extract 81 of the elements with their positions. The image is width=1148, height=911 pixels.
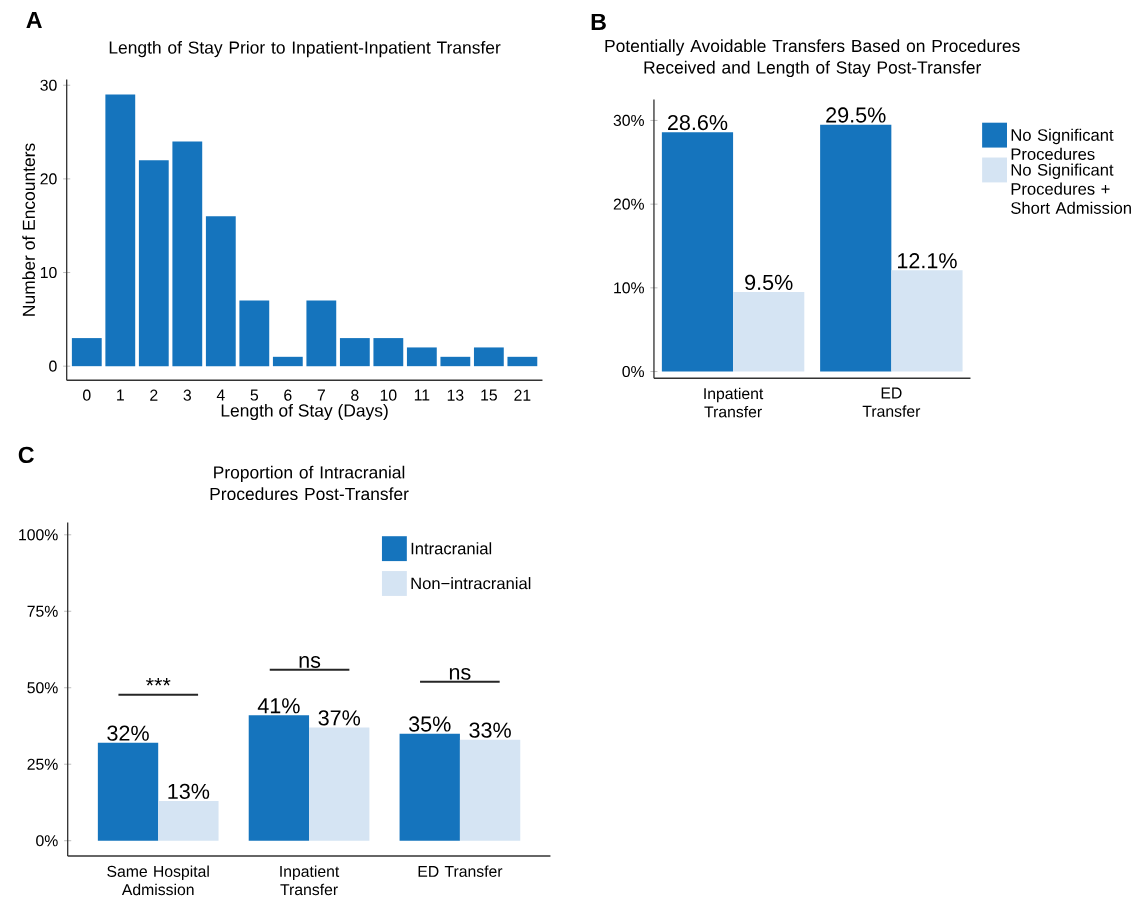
x-tick-label: 5	[250, 389, 259, 401]
data-label: 13%	[168, 783, 210, 800]
bar	[507, 356, 538, 367]
bar	[248, 715, 310, 841]
x-tick-label: ED Transfer	[862, 387, 921, 417]
y-tick-label: 30	[40, 79, 57, 91]
bar	[440, 356, 471, 367]
bar	[891, 270, 963, 372]
y-tick-label: 0	[49, 360, 57, 372]
x-tick-label: 2	[150, 389, 158, 401]
bar	[473, 347, 504, 367]
bar	[272, 356, 303, 367]
bar	[339, 338, 370, 367]
x-tick-label: 7	[317, 389, 325, 401]
x-tick-label: 21	[514, 389, 531, 401]
bar	[309, 727, 370, 841]
bar	[239, 300, 270, 367]
x-tick-label: ED Transfer	[418, 865, 503, 878]
chart-title: Potentially Avoidable Transfers Based on Procedures Received and Length of Stay Post-Transfer	[605, 39, 1020, 78]
y-tick-label: 30%	[613, 115, 644, 127]
x-tick-label: Inpatient Transfer	[280, 865, 340, 896]
y-tick-label: 20	[40, 173, 57, 185]
bar	[406, 347, 437, 367]
x-tick-label: 6	[284, 389, 292, 401]
data-label: 9.5%	[745, 274, 793, 291]
bar	[306, 300, 337, 367]
x-tick-label: Inpatient Transfer	[704, 387, 764, 418]
x-tick-label: 15	[481, 389, 497, 401]
legend-label: Non−intracranial	[411, 577, 531, 590]
y-tick-label: 10	[40, 267, 57, 279]
annotation: ns	[449, 668, 471, 680]
x-tick-label: 8	[351, 389, 359, 401]
chart-title: Proportion of Intracranial Procedures Post-Transfer	[210, 465, 409, 501]
x-tick-label: 10	[380, 389, 397, 401]
x-tick-label: 4	[216, 389, 225, 401]
data-label: 32%	[107, 725, 149, 741]
bar	[399, 733, 460, 841]
data-label: 29.5%	[826, 107, 886, 123]
y-tick-label: 25%	[27, 758, 58, 770]
y-tick-label: 75%	[27, 605, 58, 617]
bar	[158, 801, 219, 841]
annotation: ***	[146, 678, 171, 686]
y-tick-label: 100%	[19, 529, 58, 541]
bar	[172, 141, 203, 367]
x-tick-label: 3	[183, 389, 191, 401]
data-label: 28.6%	[667, 115, 728, 131]
data-label: 12.1%	[898, 253, 957, 269]
bar	[205, 216, 236, 367]
data-label: 41%	[257, 698, 300, 714]
legend-label: No Significant Procedures + Short Admission	[1011, 163, 1131, 214]
bar	[820, 124, 892, 372]
y-tick-label: 10%	[614, 282, 644, 294]
text: A	[26, 12, 42, 29]
data-label: 37%	[318, 710, 361, 726]
y-tick-label: 20%	[613, 198, 644, 210]
y-tick-label: 0%	[36, 835, 58, 847]
text: B	[591, 14, 606, 30]
bar	[661, 132, 734, 372]
annotation: ns	[299, 656, 321, 668]
data-label: 33%	[469, 722, 511, 738]
y-tick-label: 0%	[622, 366, 644, 378]
data-label: 35%	[408, 716, 451, 732]
legend-label: Intracranial	[411, 542, 492, 555]
bar	[373, 338, 404, 367]
bar	[733, 292, 805, 372]
bar	[71, 338, 102, 367]
x-tick-label: 11	[414, 389, 430, 401]
bar	[105, 94, 136, 367]
x-tick-label: 0	[83, 389, 91, 401]
y-tick-label: 50%	[27, 682, 58, 694]
x-axis-title: Length of Stay (Days)	[221, 404, 388, 421]
x-tick-label: 13	[447, 389, 464, 401]
legend-label: No Significant Procedures	[1011, 128, 1114, 161]
bar	[97, 742, 159, 841]
x-tick-label: 1	[117, 389, 124, 401]
y-axis-title: Number of Encounters	[22, 143, 36, 316]
chart-title: Length of Stay Prior to Inpatient-Inpatient Transfer	[109, 41, 501, 58]
x-tick-label: Same Hospital Admission	[107, 865, 209, 896]
bar	[459, 739, 521, 841]
bar	[138, 160, 169, 367]
text: C	[18, 446, 34, 464]
